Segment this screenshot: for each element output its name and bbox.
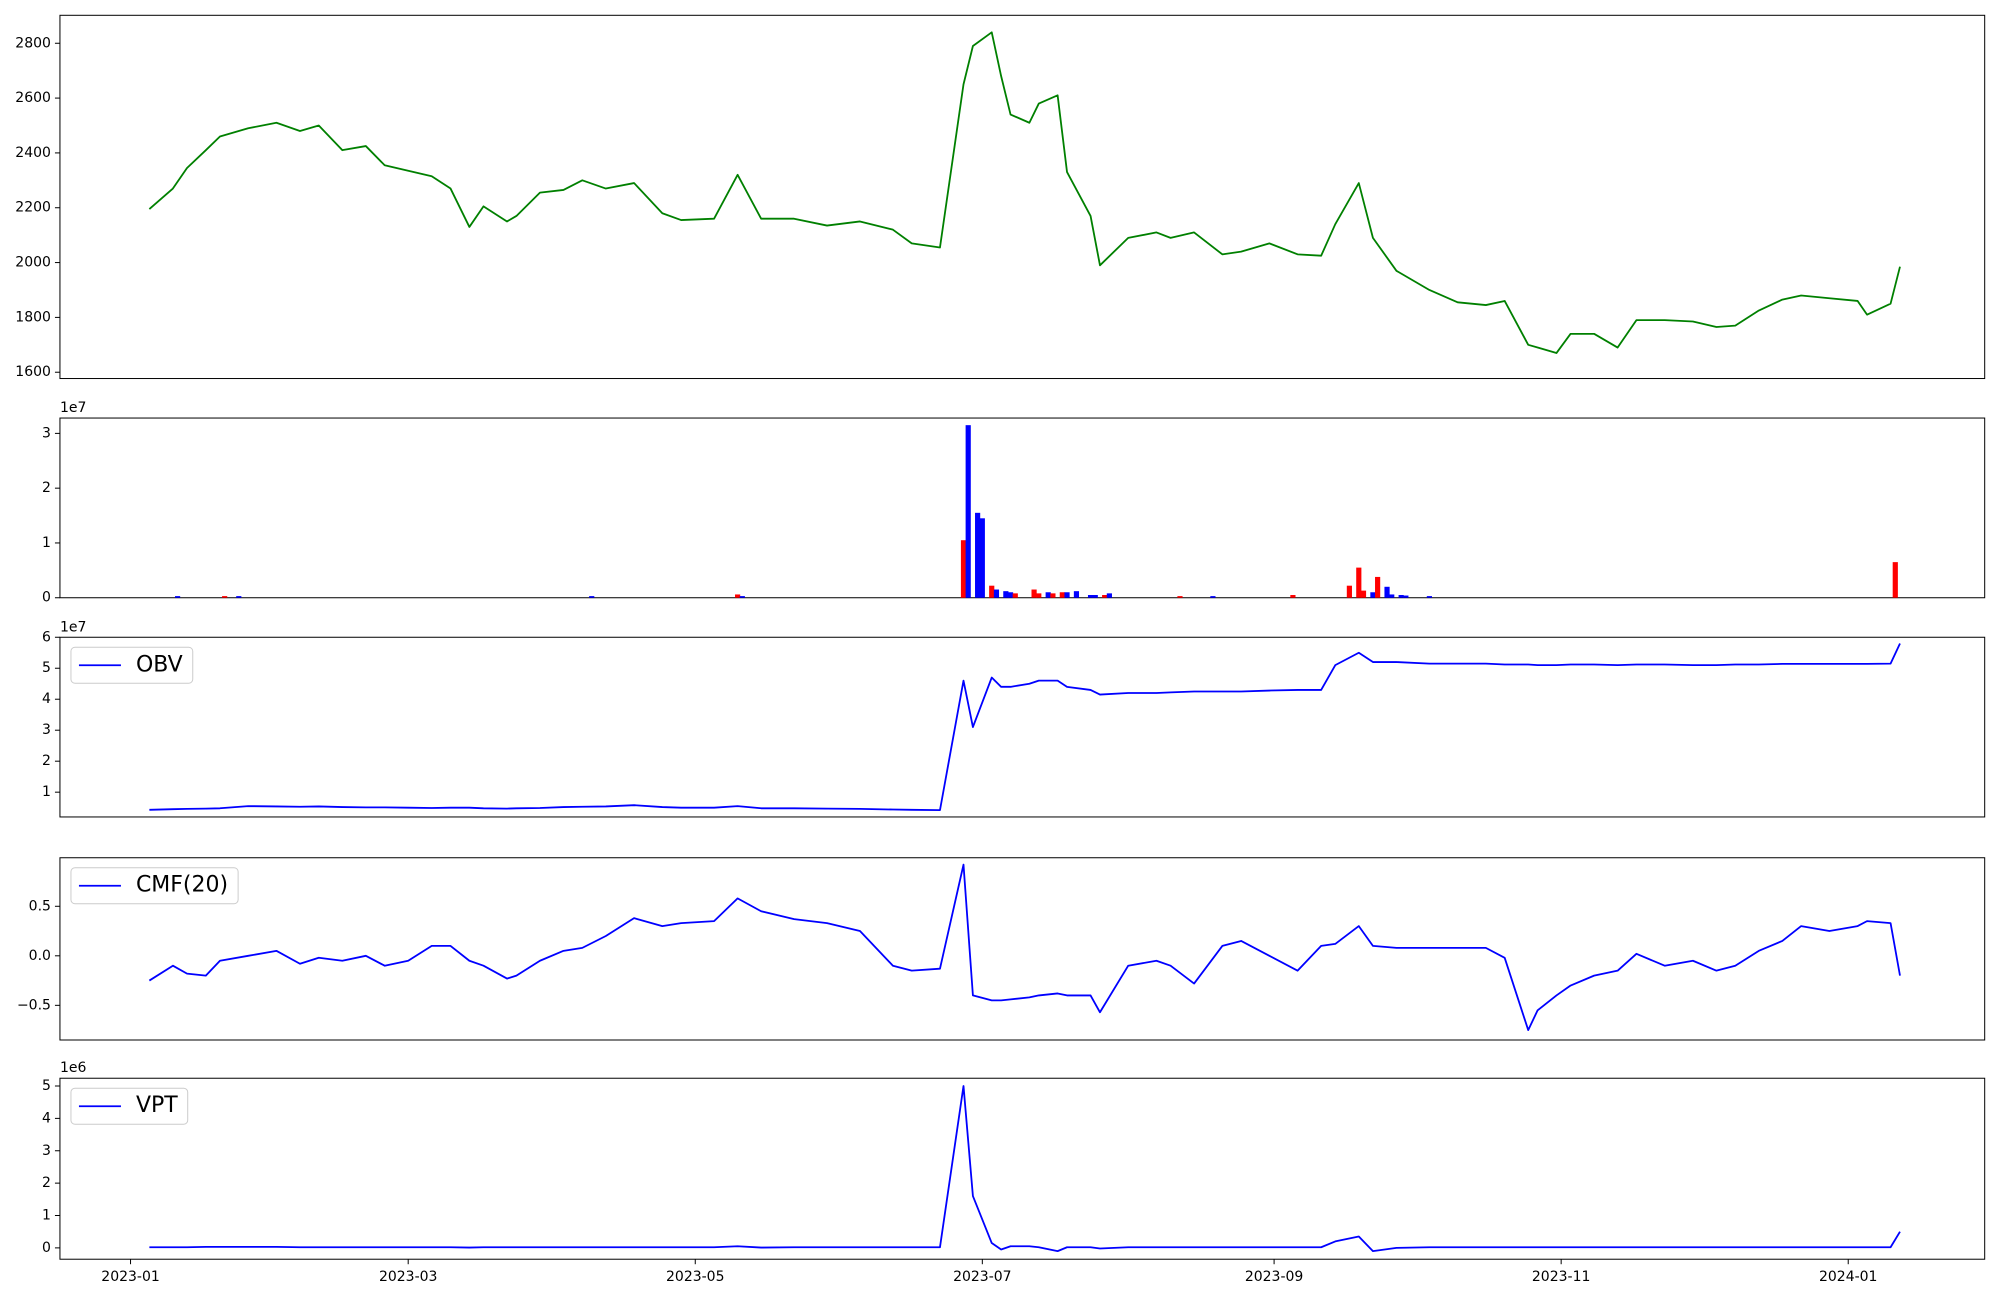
y-tick-label: 2200 xyxy=(15,200,51,216)
bar xyxy=(1064,592,1070,598)
bar xyxy=(1892,562,1898,598)
axis-offset-label: 1e7 xyxy=(60,400,86,416)
y-tick-label: 1 xyxy=(42,535,51,551)
bar xyxy=(1003,591,1009,598)
bar xyxy=(1102,595,1108,598)
bar xyxy=(1426,596,1432,598)
y-tick-label: 2 xyxy=(42,480,51,496)
axes-frame xyxy=(59,14,1986,380)
legend-box xyxy=(70,1087,189,1125)
y-tick-label: 5 xyxy=(42,1078,51,1094)
y-tick-label: 1600 xyxy=(15,364,51,380)
x-tick-label: 2023-01 xyxy=(101,1269,160,1285)
bar xyxy=(1389,594,1395,598)
subplot: 1 2 3 4 5 6 1e7 OBV xyxy=(42,619,1986,818)
series-line xyxy=(148,863,1901,1031)
x-tick-label: 2023-11 xyxy=(1532,1269,1591,1285)
bar xyxy=(1073,591,1080,598)
bar xyxy=(1290,595,1296,598)
bar xyxy=(1398,595,1404,598)
bar xyxy=(236,596,242,598)
series-line xyxy=(148,31,1901,354)
bar xyxy=(1059,592,1065,598)
bar xyxy=(222,596,228,598)
bar xyxy=(960,540,967,598)
series-line xyxy=(149,643,1901,812)
bar xyxy=(993,589,1000,598)
y-tick-label: 2400 xyxy=(15,145,51,161)
bar xyxy=(989,585,995,598)
legend-label: CMF(20) xyxy=(136,873,228,898)
x-tick-label: 2023-09 xyxy=(1245,1269,1304,1285)
y-tick-label: 1 xyxy=(42,1208,51,1224)
y-tick-label: 1800 xyxy=(15,309,51,325)
x-tick-label: 2023-03 xyxy=(379,1269,438,1285)
y-tick-label: 3 xyxy=(42,722,51,738)
bar xyxy=(1360,590,1367,598)
y-tick-label: 3 xyxy=(42,1143,51,1159)
y-tick-label: 0.5 xyxy=(29,898,51,914)
bar xyxy=(589,596,595,598)
axes-frame xyxy=(59,636,1986,818)
bar xyxy=(979,518,985,598)
bar xyxy=(965,425,971,598)
legend-label: OBV xyxy=(136,652,183,677)
y-tick-label: 0 xyxy=(42,590,51,606)
subplot: 1600 1800 2000 2200 2400 2600 2800 xyxy=(15,14,1986,380)
y-tick-label: 2 xyxy=(42,1175,51,1191)
axis-offset-label: 1e6 xyxy=(60,1060,87,1076)
bar xyxy=(1050,593,1056,598)
bar xyxy=(1177,596,1183,598)
axis-offset-label: 1e7 xyxy=(60,619,86,635)
y-tick-label: 0 xyxy=(42,1240,51,1256)
bar xyxy=(1375,576,1381,598)
axes-frame xyxy=(59,857,1986,1041)
subplot: 0 1 2 3 4 5 1e6 2023-01 2023-03 2023-05 2023-07 202… xyxy=(42,1060,1986,1285)
bar xyxy=(1403,595,1409,598)
y-tick-label: 2600 xyxy=(15,90,51,106)
x-tick-label: 2023-05 xyxy=(666,1269,725,1285)
y-tick-label: 3 xyxy=(42,425,51,441)
bar xyxy=(1346,585,1352,598)
bar xyxy=(1012,593,1018,598)
y-tick-label: 6 xyxy=(42,629,51,645)
y-tick-label: 5 xyxy=(42,660,51,676)
legend-label: VPT xyxy=(136,1093,178,1118)
y-tick-label: 2800 xyxy=(15,35,51,51)
x-tick-label: 2024-01 xyxy=(1819,1269,1878,1285)
bar xyxy=(1106,593,1112,598)
bar xyxy=(1092,595,1098,598)
bar xyxy=(1384,586,1390,598)
y-tick-label: 0.0 xyxy=(29,948,51,964)
bar xyxy=(975,512,981,598)
y-tick-label: 1 xyxy=(42,784,51,800)
y-tick-label: 4 xyxy=(42,691,51,707)
subplot: 0 1 2 3 1e7 xyxy=(42,400,1986,606)
bar xyxy=(1031,589,1037,598)
bar xyxy=(735,594,741,598)
x-tick-label: 2023-07 xyxy=(953,1269,1012,1285)
bar xyxy=(1356,567,1362,598)
y-tick-label: 2000 xyxy=(15,255,51,271)
bar xyxy=(175,596,181,598)
y-tick-label: 4 xyxy=(42,1110,51,1126)
legend-box xyxy=(70,646,194,684)
axes-frame xyxy=(59,1077,1986,1260)
y-tick-label: 2 xyxy=(42,753,51,769)
subplot: −0.5 0.0 0.5 CMF(20) xyxy=(17,857,1986,1041)
bar xyxy=(1210,596,1216,598)
bar xyxy=(1036,593,1042,598)
bar xyxy=(1370,592,1376,598)
bar xyxy=(1007,592,1014,598)
bar xyxy=(739,596,745,598)
bar xyxy=(1045,592,1051,598)
axes-frame xyxy=(59,417,1986,599)
bar xyxy=(1087,595,1094,598)
series-line xyxy=(149,1085,1901,1253)
legend-box xyxy=(70,867,239,905)
y-tick-label: −0.5 xyxy=(17,997,51,1013)
